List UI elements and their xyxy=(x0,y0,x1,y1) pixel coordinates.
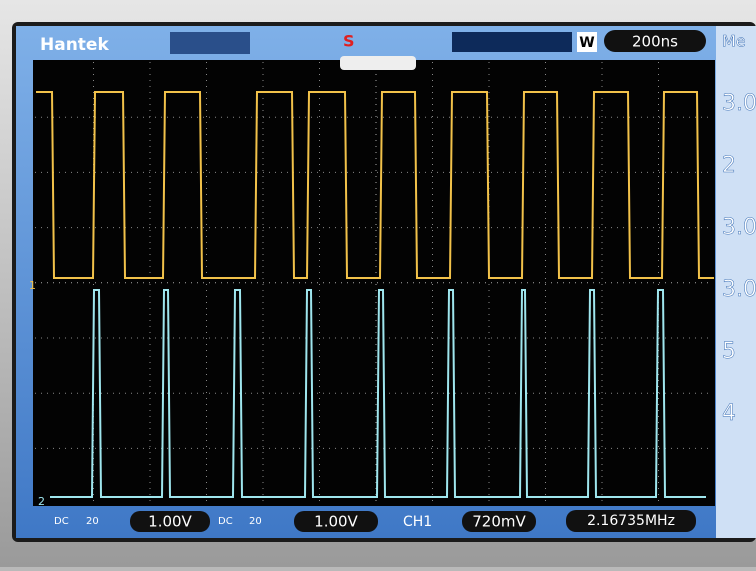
timebase: 200ns xyxy=(632,33,678,51)
brand: Hantek xyxy=(40,35,109,55)
window-box xyxy=(577,32,597,52)
trigger-position xyxy=(340,56,416,70)
run-state: S xyxy=(343,32,355,51)
frequency: 2.16735MHz xyxy=(587,513,675,529)
side-label: 2 xyxy=(722,153,736,178)
side-label: Me xyxy=(722,32,746,51)
ch1-coupling: DC xyxy=(54,516,69,527)
ch2-trace xyxy=(50,289,706,498)
ch1-marker: 1 xyxy=(29,279,36,292)
frequency-box xyxy=(566,510,696,532)
side-label: 5 xyxy=(722,339,736,364)
window-mode: W xyxy=(579,35,594,51)
trigger-source: CH1 xyxy=(403,514,432,530)
side-label: 3.0 xyxy=(722,277,756,302)
plot-area xyxy=(33,60,715,506)
side-panel: Me 3.0 2 3.0 3.0 5 4 xyxy=(716,26,756,538)
ch2-marker: 2 xyxy=(38,495,45,508)
ch2-bandwidth: 20 xyxy=(249,516,262,527)
window-bar xyxy=(452,32,572,52)
side-label: 3.0 xyxy=(722,215,756,240)
ch1-scale-box xyxy=(130,511,210,532)
ch1-bandwidth: 20 xyxy=(86,516,99,527)
side-label: 3.0 xyxy=(722,91,756,116)
ch2-scale: 1.00V xyxy=(314,513,358,531)
side-bg xyxy=(716,26,756,538)
ch2-coupling: DC xyxy=(218,516,233,527)
ch1-trace xyxy=(36,91,714,279)
ch1-scale: 1.00V xyxy=(148,513,192,531)
side-label: 4 xyxy=(722,401,736,426)
graticule xyxy=(35,62,713,504)
trigger-level-box xyxy=(462,511,536,532)
timebase-box xyxy=(604,30,706,52)
ch2-scale-box xyxy=(294,511,378,532)
mode-icons xyxy=(170,32,250,54)
trigger-level: 720mV xyxy=(472,513,526,531)
